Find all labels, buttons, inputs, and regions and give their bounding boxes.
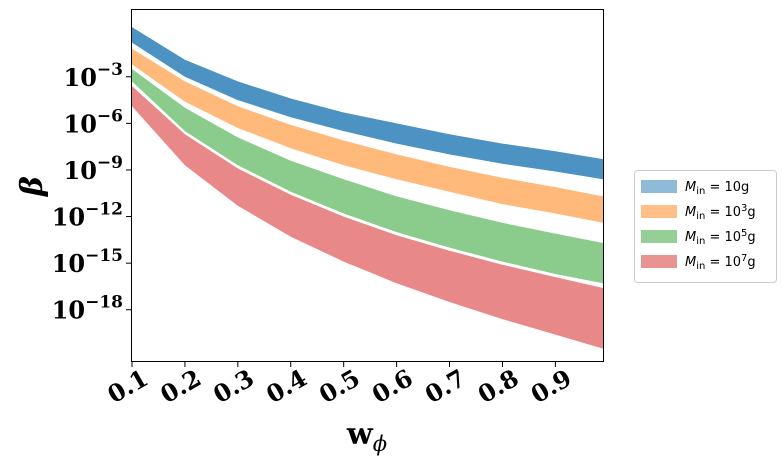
plot-frame	[131, 9, 604, 362]
x-axis-label-main: w	[346, 417, 374, 452]
legend-swatch-2	[641, 205, 677, 218]
series-band-3	[132, 69, 603, 284]
series-band-1	[132, 27, 603, 180]
y-axis-label: β	[15, 176, 50, 197]
series-band-4	[132, 86, 603, 349]
x-axis: 0.1 0.2 0.3 0.4 0.5 0.6 0.7 0.8 0.9	[102, 361, 576, 409]
legend-frame	[634, 170, 777, 283]
x-tick-label-3: 0.3	[208, 363, 259, 409]
legend-swatch-3	[641, 230, 677, 243]
x-tick-label-9: 0.9	[526, 363, 577, 409]
y-tick-label-4: 10−12	[52, 200, 123, 232]
legend: Min = 10g Min = 103g Min = 105g Min = 107g	[634, 170, 777, 283]
x-tick-label-4: 0.4	[261, 363, 312, 409]
y-tick-label-6: 10−18	[52, 293, 123, 325]
series-bands	[132, 27, 603, 349]
x-tick-label-1: 0.1	[102, 363, 153, 409]
x-tick-label-5: 0.5	[314, 363, 365, 409]
x-tick-label-7: 0.7	[420, 363, 471, 409]
series-band-2	[132, 48, 603, 223]
x-tick-label-2: 0.2	[155, 363, 206, 409]
y-axis: 10−3 10−6 10−9 10−12 10−15 10−18	[52, 60, 132, 325]
legend-swatch-1	[641, 180, 677, 193]
y-tick-label-3: 10−9	[64, 153, 123, 185]
x-tick-label-6: 0.6	[367, 363, 418, 409]
legend-swatch-4	[641, 255, 677, 268]
x-tick-label-8: 0.8	[473, 363, 524, 409]
y-tick-label-1: 10−3	[64, 60, 123, 92]
legend-label-3: Min = 105g	[685, 228, 756, 247]
legend-label-1: Min = 10g	[685, 180, 749, 197]
x-axis-label-subscript: ϕ	[373, 432, 387, 456]
y-tick-label-5: 10−15	[52, 246, 123, 278]
x-axis-label: wϕ	[346, 417, 387, 456]
y-tick-label-2: 10−6	[64, 106, 123, 138]
legend-label-4: Min = 107g	[685, 253, 756, 272]
legend-label-2: Min = 103g	[685, 203, 756, 222]
